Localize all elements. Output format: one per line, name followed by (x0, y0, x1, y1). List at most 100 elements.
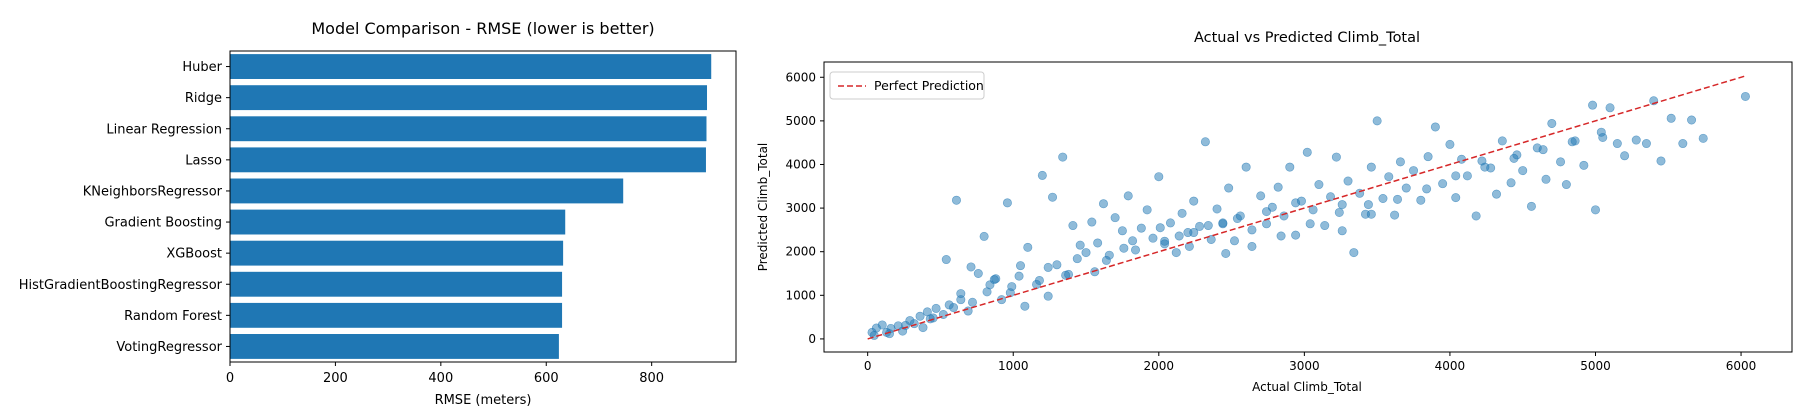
scatter-plot-frame (823, 61, 1793, 353)
scatter-point (1526, 201, 1536, 211)
scatter-point (1081, 248, 1091, 258)
scatter-point (1189, 196, 1199, 206)
scatter-point (1451, 171, 1461, 181)
scatter-point (1273, 182, 1283, 192)
scatter-point (1438, 179, 1448, 189)
perfect-prediction-line (867, 75, 1746, 340)
bar-series (230, 54, 712, 359)
x-tick-label: 800 (639, 371, 664, 386)
x-tick-label: 0 (864, 359, 872, 373)
y-tick-label: Lasso (185, 153, 222, 168)
scatter-point (1698, 133, 1708, 143)
scatter-point (1363, 200, 1373, 210)
y-tick-label: Huber (182, 60, 222, 75)
bar-chart: Model Comparison - RMSE (lower is better… (19, 19, 737, 408)
scatter-point (1326, 192, 1336, 202)
legend-label: Perfect Prediction (874, 78, 984, 93)
scatter-point (1740, 91, 1750, 101)
scatter-point (1119, 243, 1129, 253)
bar (230, 334, 559, 359)
scatter-point (877, 320, 887, 330)
scatter-point (1372, 116, 1382, 126)
scatter-point (1556, 157, 1566, 167)
scatter-point (985, 280, 995, 290)
bar-plot-frame (229, 50, 737, 363)
bar (230, 85, 708, 111)
x-tick-label: 3000 (1289, 359, 1320, 373)
scatter-chart: Actual vs Predicted Climb_Total 0 1000 200… (756, 30, 1793, 394)
scatter-point (1136, 223, 1146, 233)
y-tick-label: 3000 (785, 201, 816, 215)
scatter-point (1538, 145, 1548, 155)
scatter-point (1366, 162, 1376, 172)
scatter-chart-title: Actual vs Predicted Climb_Total (1194, 30, 1420, 46)
scatter-point (1641, 139, 1651, 149)
scatter-point (1378, 193, 1388, 203)
scatter-point (1148, 233, 1158, 243)
y-tick-label: 4000 (785, 157, 816, 171)
scatter-point (1492, 189, 1502, 199)
scatter-point (1656, 156, 1666, 166)
bar (230, 271, 563, 297)
x-tick-label: 200 (323, 371, 348, 386)
scatter-point (1155, 223, 1165, 233)
scatter-x-axis-label: Actual Climb_Total (1252, 380, 1362, 394)
scatter-point (967, 297, 977, 307)
scatter-point (1462, 171, 1472, 181)
scatter-point (1314, 180, 1324, 190)
scatter-point (1123, 191, 1133, 201)
scatter-point (1666, 113, 1676, 123)
y-tick-label: KNeighborsRegressor (83, 184, 223, 199)
bar (230, 147, 706, 173)
scatter-point (1087, 217, 1097, 227)
scatter-point (1131, 245, 1141, 255)
scatter-point (1509, 153, 1519, 163)
scatter-point (1195, 221, 1205, 231)
scatter-point (1620, 151, 1630, 161)
scatter-point (1451, 193, 1461, 203)
scatter-point (1276, 231, 1286, 241)
scatter-point (1101, 255, 1111, 265)
scatter-point (1409, 166, 1419, 176)
y-tick-label: XGBoost (166, 247, 222, 262)
scatter-series (867, 91, 1750, 340)
scatter-point (1212, 204, 1222, 214)
scatter-point (1034, 275, 1044, 285)
bar (230, 178, 624, 204)
scatter-point (1023, 242, 1033, 252)
scatter-point (1262, 207, 1272, 217)
scatter-point (1687, 115, 1697, 125)
scatter-point (1334, 207, 1344, 217)
y-tick-label: 5000 (785, 114, 816, 128)
scatter-point (1349, 248, 1359, 258)
scatter-point (1002, 198, 1012, 208)
scatter-point (931, 303, 941, 313)
scatter-point (1547, 118, 1557, 128)
scatter-point (1561, 180, 1571, 190)
scatter-legend: Perfect Prediction (829, 71, 985, 100)
y-tick-label: Ridge (185, 91, 222, 106)
y-tick-label: HistGradientBoostingRegressor (19, 278, 223, 293)
scatter-point (1445, 139, 1455, 149)
scatter-point (1506, 178, 1516, 188)
scatter-point (1037, 170, 1047, 180)
scatter-point (1285, 162, 1295, 172)
scatter-point (1247, 225, 1257, 235)
scatter-point (1098, 199, 1108, 209)
scatter-point (1232, 214, 1242, 224)
scatter-point (1343, 176, 1353, 186)
bar (230, 209, 566, 235)
scatter-point (1393, 194, 1403, 204)
scatter-point (1262, 219, 1272, 229)
y-tick-label: VotingRegressor (116, 340, 222, 355)
scatter-point (1390, 210, 1400, 220)
scatter-point (1337, 226, 1347, 236)
scatter-point (1200, 137, 1210, 147)
x-tick-label: 1000 (998, 359, 1029, 373)
scatter-point (1229, 236, 1239, 246)
scatter-point (951, 195, 961, 205)
scatter-point (1579, 160, 1589, 170)
scatter-point (1605, 103, 1615, 113)
scatter-x-ticks: 0 1000 2000 3000 4000 5000 6000 (864, 352, 1756, 373)
